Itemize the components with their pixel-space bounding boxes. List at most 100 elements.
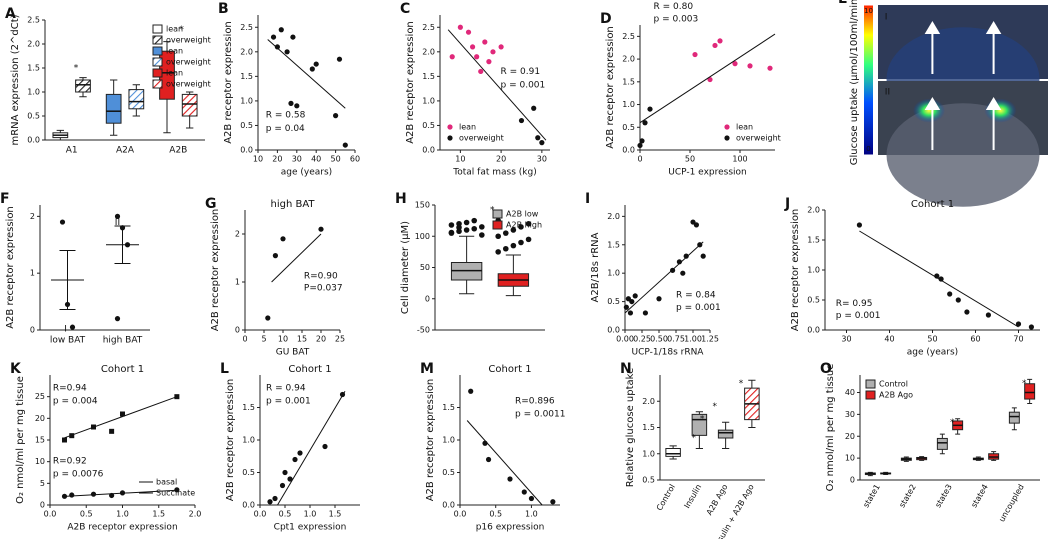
- y-axis-label: Cell diameter (µM): [400, 221, 411, 314]
- y-tick-label: 0.5: [642, 476, 655, 485]
- outlier: [448, 229, 455, 236]
- fit-line: [447, 29, 547, 141]
- annotation: II: [115, 218, 120, 228]
- point: [114, 213, 121, 219]
- y-axis-label: O₂ nmol/ml per mg tissue: [825, 364, 836, 492]
- legend-swatch: [152, 35, 163, 45]
- x-tick-label: 50: [331, 155, 341, 164]
- legend-swatch: [152, 24, 163, 34]
- y-tick-label: 1.0: [422, 96, 435, 105]
- y-tick-label: -50: [417, 326, 430, 335]
- annotation: p = 0.003: [654, 14, 699, 24]
- panel-label: B: [218, 1, 229, 17]
- y-tick-label: 0.0: [242, 501, 255, 510]
- legend-label: Succinate: [156, 489, 195, 498]
- annotation: II: [885, 88, 890, 98]
- fit-line: [267, 39, 346, 109]
- x-tick-label: 10: [278, 335, 288, 344]
- annotation: R = 0.94: [266, 384, 306, 394]
- x-tick-label: 0.25: [633, 335, 651, 344]
- chart-title: Cohort 1: [101, 364, 144, 375]
- x-tick-label: 0.50: [650, 335, 668, 344]
- legend-label: A2B Ago: [879, 391, 913, 400]
- annotation: R=0.92: [53, 456, 87, 466]
- x-tick-label: A2B: [169, 146, 187, 156]
- error-bar: [59, 249, 76, 311]
- x-tick-label: 40: [884, 335, 894, 344]
- axes: [244, 210, 340, 331]
- point: [474, 54, 480, 60]
- point: [114, 316, 121, 322]
- y-tick-label: 1.0: [27, 88, 40, 97]
- annotation: P=0.037: [304, 284, 343, 294]
- y-tick-label: 30: [845, 410, 855, 419]
- point: [287, 476, 293, 482]
- legend-swatch: [447, 135, 453, 141]
- panel-label: F: [0, 191, 10, 207]
- y-tick-label: 2.0: [642, 397, 655, 406]
- x-tick-label: uncoupled: [997, 483, 1026, 524]
- x-axis-label: p16 expression: [476, 523, 545, 533]
- point: [747, 63, 753, 69]
- y-tick-label: 0.0: [27, 136, 40, 145]
- fit-line: [466, 420, 543, 506]
- y-tick-label: 0.5: [27, 112, 40, 121]
- outlier: [448, 222, 455, 228]
- point: [632, 293, 638, 299]
- uptake-spot: [913, 98, 945, 123]
- point: [535, 135, 541, 141]
- annotation: I: [885, 13, 888, 23]
- y-tick-label: 0.0: [807, 326, 820, 335]
- box: [1008, 411, 1020, 424]
- colorbar-tick-label: 0: [866, 145, 870, 153]
- x-tick-label: 0.00: [616, 335, 634, 344]
- annotation: p = 0.004: [53, 397, 98, 407]
- y-tick-label: 1.0: [642, 449, 655, 458]
- point: [318, 226, 324, 232]
- point: [290, 34, 296, 40]
- point: [507, 476, 513, 482]
- point: [270, 34, 277, 40]
- x-tick-label: A2B Ago: [705, 483, 730, 517]
- outlier: [479, 232, 485, 238]
- outlier: [525, 236, 532, 243]
- y-tick-label: 0.5: [442, 468, 455, 477]
- x-tick-label: 15: [297, 335, 307, 344]
- legend-swatch: [492, 220, 503, 230]
- y-tick-label: 15: [35, 436, 45, 445]
- point: [120, 411, 125, 417]
- legend-swatch: [152, 46, 163, 56]
- legend-label: A2B high: [506, 221, 542, 230]
- x-tick-label: 1.5: [329, 510, 342, 519]
- y-axis-label: A2B receptor expression: [223, 21, 234, 144]
- panel-label: C: [400, 1, 410, 17]
- point: [274, 44, 280, 50]
- y-tick-label: 0.0: [622, 146, 635, 155]
- y-tick-label: 0.0: [422, 146, 435, 155]
- box: [665, 448, 681, 457]
- point: [278, 27, 284, 33]
- y-axis-label: A2B receptor expression: [425, 379, 436, 502]
- panel-label: K: [10, 361, 22, 377]
- chart-title: Cohort 1: [911, 199, 954, 210]
- legend-label: lean: [166, 25, 183, 34]
- annotation: R = 0.84: [676, 291, 716, 301]
- y-axis-label: A2B receptor expression: [790, 209, 801, 332]
- point: [623, 304, 629, 310]
- point: [313, 61, 319, 67]
- legend-label: lean: [166, 47, 183, 56]
- point: [485, 456, 492, 463]
- y-tick-label: 1.5: [240, 72, 253, 81]
- outlier: [456, 224, 462, 231]
- annotation: p = 0.001: [266, 397, 311, 407]
- point: [692, 51, 698, 58]
- point: [1028, 324, 1034, 330]
- point: [712, 42, 718, 49]
- point: [627, 310, 634, 316]
- arrow: [985, 21, 1002, 74]
- box: [105, 93, 122, 124]
- point: [518, 117, 525, 124]
- point: [521, 489, 527, 495]
- panel-label: E: [838, 0, 848, 7]
